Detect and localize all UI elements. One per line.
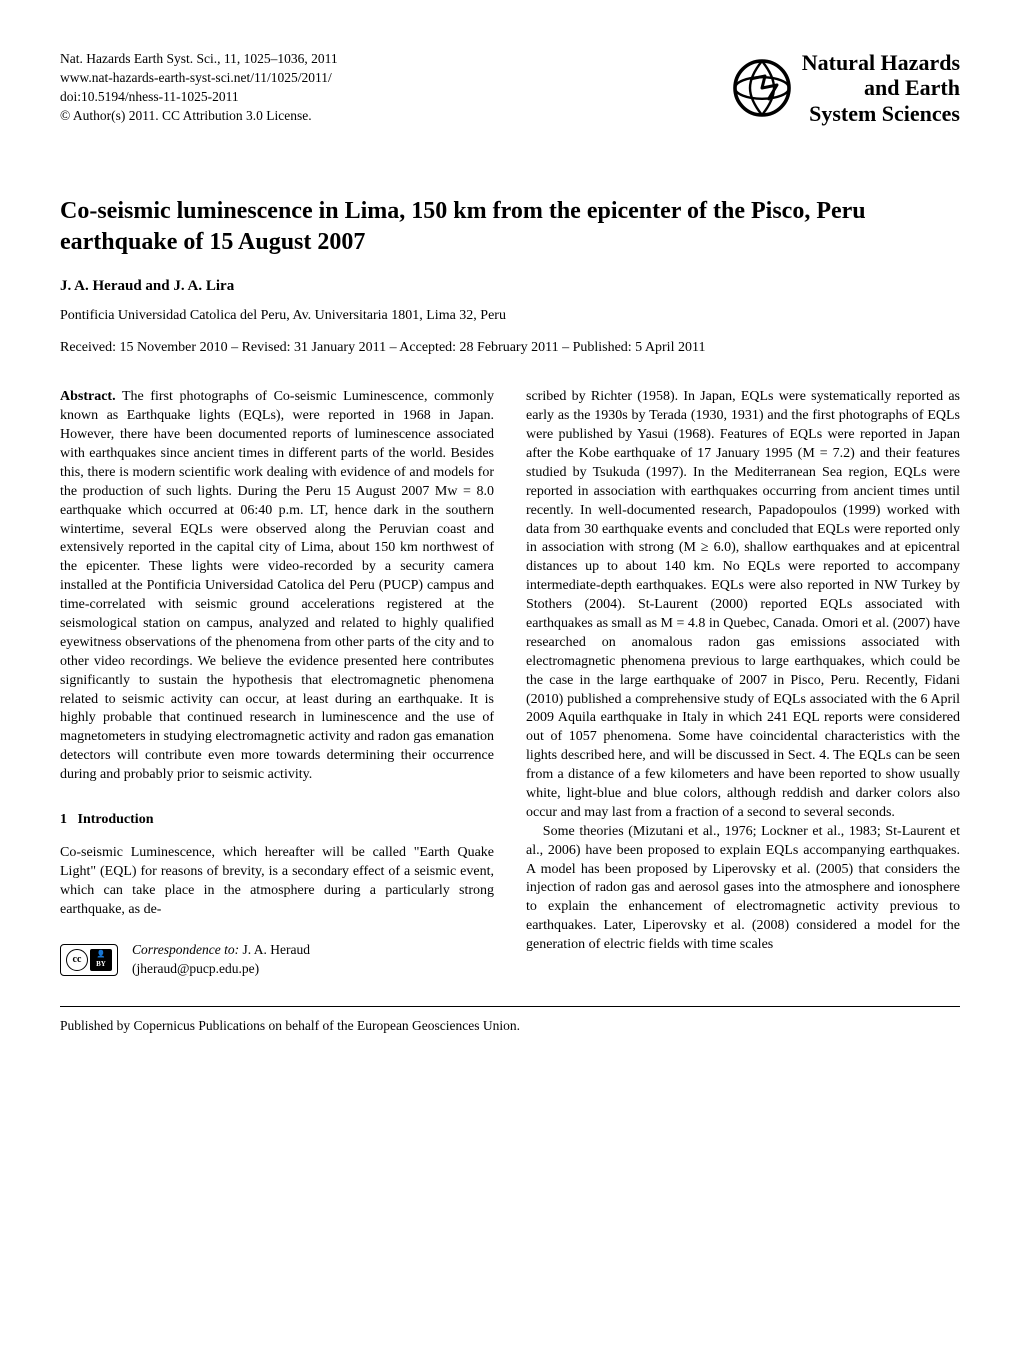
section-1-heading: 1 Introduction <box>60 811 494 830</box>
cc-license-badge-icon: cc 👤 BY <box>60 944 118 976</box>
page-header: Nat. Hazards Earth Syst. Sci., 11, 1025–… <box>60 50 960 126</box>
abstract-text: The first photographs of Co-seismic Lumi… <box>60 389 494 782</box>
abstract-label: Abstract. <box>60 389 116 404</box>
right-column: scribed by Richter (1958). In Japan, EQL… <box>526 388 960 978</box>
correspondence-email: (jheraud@pucp.edu.pe) <box>132 961 259 976</box>
article-title: Co-seismic luminescence in Lima, 150 km … <box>60 196 960 258</box>
two-column-body: Abstract. The first photographs of Co-se… <box>60 388 960 978</box>
cc-circle-icon: cc <box>66 949 88 971</box>
intro-left-paragraph: Co-seismic Luminescence, which hereafter… <box>60 844 494 920</box>
correspondence-label: Correspondence to: <box>132 942 239 957</box>
affiliation: Pontificia Universidad Catolica del Peru… <box>60 307 960 326</box>
journal-reference: Nat. Hazards Earth Syst. Sci., 11, 1025–… <box>60 50 338 69</box>
publication-dates: Received: 15 November 2010 – Revised: 31… <box>60 339 960 358</box>
section-number: 1 <box>60 812 67 827</box>
journal-name-line2: and Earth <box>802 75 960 100</box>
journal-name-line3: System Sciences <box>802 101 960 126</box>
section-title: Introduction <box>78 812 154 827</box>
journal-name-line1: Natural Hazards <box>802 50 960 75</box>
doi: doi:10.5194/nhess-11-1025-2011 <box>60 88 338 107</box>
correspondence-block: cc 👤 BY Correspondence to: J. A. Heraud … <box>60 941 494 977</box>
journal-info-block: Nat. Hazards Earth Syst. Sci., 11, 1025–… <box>60 50 338 126</box>
correspondence-name: J. A. Heraud <box>242 942 310 957</box>
journal-url: www.nat-hazards-earth-syst-sci.net/11/10… <box>60 69 338 88</box>
copyright-line: © Author(s) 2011. CC Attribution 3.0 Lic… <box>60 107 338 126</box>
intro-right-paragraph-2: Some theories (Mizutani et al., 1976; Lo… <box>526 823 960 955</box>
intro-right-paragraph-1: scribed by Richter (1958). In Japan, EQL… <box>526 388 960 822</box>
footer-text: Published by Copernicus Publications on … <box>60 1017 960 1035</box>
journal-name: Natural Hazards and Earth System Science… <box>802 50 960 126</box>
left-column: Abstract. The first photographs of Co-se… <box>60 388 494 978</box>
correspondence-text: Correspondence to: J. A. Heraud (jheraud… <box>132 941 310 977</box>
journal-logo-icon <box>732 58 792 118</box>
cc-by-box-icon: 👤 BY <box>90 949 112 971</box>
by-text: BY <box>96 960 106 969</box>
footer-divider <box>60 1006 960 1007</box>
by-person-icon: 👤 <box>97 950 106 959</box>
authors: J. A. Heraud and J. A. Lira <box>60 276 960 296</box>
journal-logo-block: Natural Hazards and Earth System Science… <box>732 50 960 126</box>
abstract-paragraph: Abstract. The first photographs of Co-se… <box>60 388 494 785</box>
